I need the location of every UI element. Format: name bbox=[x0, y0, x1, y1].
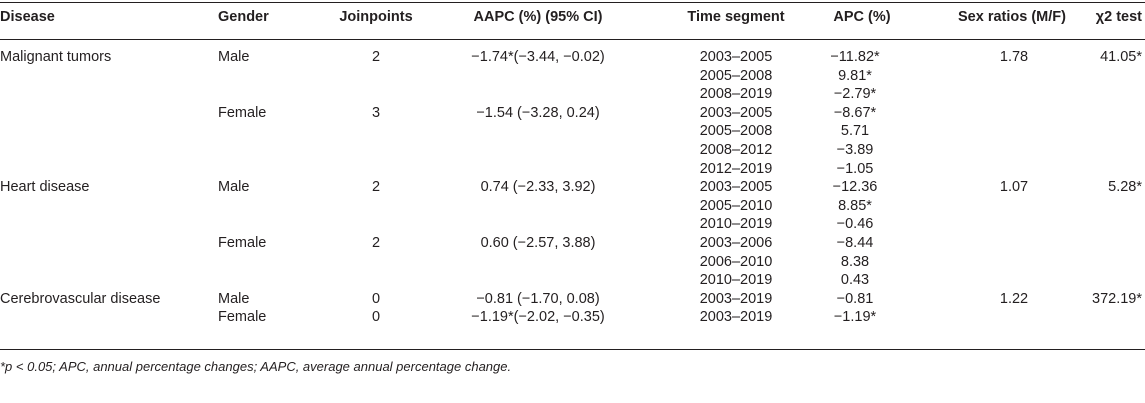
cell-apc: −8.67* bbox=[833, 104, 877, 121]
cell-time-segment: 2003–2019 bbox=[699, 309, 773, 326]
cell-sex-ratio: 1.22 bbox=[999, 290, 1029, 307]
cell-apc: −0.81 bbox=[836, 290, 874, 307]
cell-joinpoints: 2 bbox=[371, 179, 381, 196]
cell-apc: 8.85* bbox=[838, 197, 872, 214]
cell-time-segment: 2010–2019 bbox=[699, 216, 773, 233]
header-chi2: χ2 test bbox=[1095, 9, 1142, 25]
cell-time-segment: 2008–2019 bbox=[699, 86, 773, 103]
cell-aapc: −0.81 (−1.70, 0.08) bbox=[476, 290, 600, 307]
cell-joinpoints: 2 bbox=[371, 49, 381, 65]
cell-time-segment: 2006–2010 bbox=[699, 253, 773, 270]
cell-aapc: −1.19*(−2.02, −0.35) bbox=[471, 309, 605, 326]
header-disease: Disease bbox=[0, 9, 55, 25]
cell-time-segment: 2003–2005 bbox=[699, 49, 773, 65]
cell-time-segment: 2003–2019 bbox=[699, 290, 773, 307]
cell-gender: Male bbox=[218, 179, 250, 196]
cell-gender: Female bbox=[218, 309, 267, 326]
cell-apc: 8.38 bbox=[840, 253, 870, 270]
cell-aapc: 0.74 (−2.33, 3.92) bbox=[480, 179, 596, 196]
cell-time-segment: 2005–2008 bbox=[699, 123, 773, 140]
table-header-rule bbox=[0, 39, 1145, 41]
cell-joinpoints: 3 bbox=[371, 104, 381, 121]
cell-aapc: −1.74*(−3.44, −0.02) bbox=[471, 49, 605, 65]
cell-aapc: 0.60 (−2.57, 3.88) bbox=[480, 235, 596, 251]
cell-apc: 0.43 bbox=[840, 272, 870, 289]
cell-apc: −12.36 bbox=[832, 179, 878, 196]
header-sex-ratio: Sex ratios (M/F) bbox=[958, 9, 1066, 25]
cell-time-segment: 2010–2019 bbox=[699, 272, 773, 289]
header-joinpoints: Joinpoints bbox=[339, 9, 413, 25]
cell-joinpoints: 2 bbox=[371, 235, 381, 251]
cell-time-segment: 2005–2010 bbox=[699, 197, 773, 214]
cell-chi2: 372.19* bbox=[1092, 290, 1142, 307]
cell-sex-ratio: 1.07 bbox=[999, 179, 1029, 196]
table-top-rule bbox=[0, 2, 1145, 4]
cell-time-segment: 2005–2008 bbox=[699, 67, 773, 84]
cell-joinpoints: 0 bbox=[371, 290, 381, 307]
cell-time-segment: 2003–2005 bbox=[699, 104, 773, 121]
cell-apc: 5.71 bbox=[840, 123, 870, 140]
cell-gender: Female bbox=[218, 235, 267, 251]
cell-aapc: −1.54 (−3.28, 0.24) bbox=[476, 104, 600, 121]
cell-gender: Male bbox=[218, 290, 250, 307]
header-apc: APC (%) bbox=[833, 9, 891, 25]
cell-time-segment: 2012–2019 bbox=[699, 160, 773, 177]
table-footnote: *p < 0.05; APC, annual percentage change… bbox=[0, 359, 512, 374]
cell-apc: −8.44 bbox=[836, 235, 874, 251]
cell-gender: Female bbox=[218, 104, 267, 121]
header-time-segment: Time segment bbox=[687, 9, 785, 25]
header-aapc: AAPC (%) (95% CI) bbox=[473, 9, 603, 25]
cell-disease: Heart disease bbox=[0, 179, 90, 196]
cell-time-segment: 2008–2012 bbox=[699, 142, 773, 158]
cell-apc: −0.46 bbox=[836, 216, 874, 233]
cell-apc: −11.82* bbox=[830, 49, 880, 65]
cell-disease: Cerebrovascular disease bbox=[0, 290, 161, 307]
table-bottom-rule bbox=[0, 349, 1145, 351]
cell-apc: −2.79* bbox=[833, 86, 877, 103]
cell-time-segment: 2003–2006 bbox=[699, 235, 773, 251]
cell-chi2: 5.28* bbox=[1108, 179, 1142, 196]
cell-gender: Male bbox=[218, 49, 250, 65]
cell-time-segment: 2003–2005 bbox=[699, 179, 773, 196]
cell-apc: 9.81* bbox=[838, 67, 872, 84]
cell-joinpoints: 0 bbox=[371, 309, 381, 326]
cell-chi2: 41.05* bbox=[1100, 49, 1142, 65]
cell-apc: −1.19* bbox=[833, 309, 877, 326]
cell-apc: −3.89 bbox=[836, 142, 874, 158]
cell-disease: Malignant tumors bbox=[0, 49, 112, 65]
cell-sex-ratio: 1.78 bbox=[999, 49, 1029, 65]
cell-apc: −1.05 bbox=[836, 160, 874, 177]
header-gender: Gender bbox=[218, 9, 269, 25]
